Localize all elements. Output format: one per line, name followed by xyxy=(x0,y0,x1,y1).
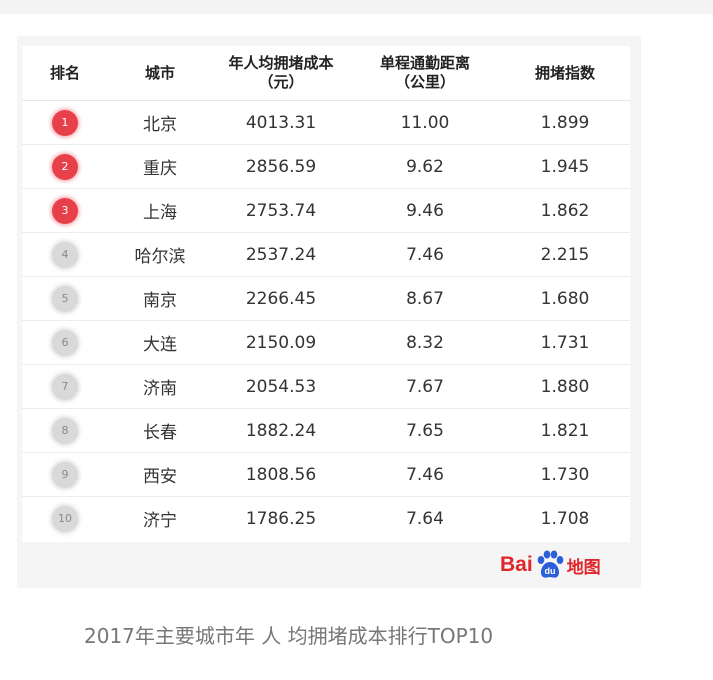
index-cell: 2.215 xyxy=(500,232,630,277)
distance-cell: 7.67 xyxy=(350,364,500,409)
rank-badge: 1 xyxy=(52,109,78,136)
rank-cell: 6 xyxy=(22,320,108,365)
cost-cell: 2054.53 xyxy=(212,364,350,409)
table-row: 10 济宁 1786.25 7.64 1.708 xyxy=(22,497,630,541)
header-cost-line1: 年人均拥堵成本 xyxy=(228,54,334,72)
index-cell: 1.880 xyxy=(500,364,630,409)
index-cell: 1.730 xyxy=(500,452,630,497)
cost-cell: 2537.24 xyxy=(212,232,350,277)
baidu-paw-icon: du xyxy=(537,550,563,578)
table-row: 2 重庆 2856.59 9.62 1.945 xyxy=(22,144,630,189)
cost-cell: 2266.45 xyxy=(212,276,350,321)
distance-cell: 9.46 xyxy=(350,188,500,233)
rank-cell: 8 xyxy=(22,408,108,453)
top-band xyxy=(0,0,713,14)
distance-cell: 7.46 xyxy=(350,232,500,277)
ranking-table: 排名 城市 年人均拥堵成本 （元） 单程通勤距离 （公里） 拥堵指数 1 xyxy=(22,46,630,540)
city-cell: 济南 xyxy=(108,364,212,409)
rank-badge: 2 xyxy=(52,153,78,180)
rank-badge: 8 xyxy=(52,417,78,444)
header-city: 城市 xyxy=(108,46,212,101)
cost-cell: 4013.31 xyxy=(212,100,350,145)
distance-cell: 8.32 xyxy=(350,320,500,365)
table-row: 7 济南 2054.53 7.67 1.880 xyxy=(22,364,630,409)
rank-cell: 3 xyxy=(22,188,108,233)
header-cost-line2: （元） xyxy=(258,73,304,91)
logo-latin-text: Bai xyxy=(500,553,533,576)
table-row: 8 长春 1882.24 7.65 1.821 xyxy=(22,408,630,453)
rank-cell: 9 xyxy=(22,452,108,497)
cost-cell: 1786.25 xyxy=(245,508,317,529)
cost-cell: 2856.59 xyxy=(212,144,350,189)
ranking-table-container: 排名 城市 年人均拥堵成本 （元） 单程通勤距离 （公里） 拥堵指数 1 xyxy=(22,46,630,542)
table-row: 3 上海 2753.74 9.46 1.862 xyxy=(22,188,630,233)
city-cell: 济宁 xyxy=(143,511,177,531)
city-cell: 西安 xyxy=(108,452,212,497)
city-cell: 大连 xyxy=(108,320,212,365)
logo-paw-text: du xyxy=(544,566,555,576)
rank-badge: 7 xyxy=(52,373,78,400)
header-distance: 单程通勤距离 （公里） xyxy=(350,46,500,101)
rank-badge: 10 xyxy=(52,505,78,532)
city-cell: 哈尔滨 xyxy=(108,232,212,277)
table-row: 6 大连 2150.09 8.32 1.731 xyxy=(22,320,630,365)
header-index: 拥堵指数 xyxy=(500,46,630,101)
rank-badge: 6 xyxy=(52,329,78,356)
city-cell: 上海 xyxy=(108,188,212,233)
header-rank: 排名 xyxy=(22,46,108,101)
figure-caption: 2017年主要城市年 人 均拥堵成本排行TOP10 xyxy=(84,624,494,648)
rank-badge: 4 xyxy=(52,241,78,268)
distance-cell: 11.00 xyxy=(350,100,500,145)
index-cell: 1.945 xyxy=(500,144,630,189)
distance-cell: 7.64 xyxy=(406,508,444,529)
distance-cell: 8.67 xyxy=(350,276,500,321)
table-row: 9 西安 1808.56 7.46 1.730 xyxy=(22,452,630,497)
city-cell: 南京 xyxy=(108,276,212,321)
table-row: 4 哈尔滨 2537.24 7.46 2.215 xyxy=(22,232,630,277)
distance-cell: 9.62 xyxy=(350,144,500,189)
table-row: 5 南京 2266.45 8.67 1.680 xyxy=(22,276,630,321)
cost-cell: 2150.09 xyxy=(212,320,350,365)
index-cell: 1.731 xyxy=(500,320,630,365)
index-cell: 1.862 xyxy=(500,188,630,233)
rank-badge: 9 xyxy=(52,461,78,488)
index-cell: 1.680 xyxy=(500,276,630,321)
city-cell: 重庆 xyxy=(108,144,212,189)
rank-cell: 2 xyxy=(22,144,108,189)
baidu-map-logo: Bai du 地图 xyxy=(500,550,601,580)
rank-cell: 4 xyxy=(22,232,108,277)
city-cell: 北京 xyxy=(108,100,212,145)
cost-cell: 1808.56 xyxy=(212,452,350,497)
cost-cell: 2753.74 xyxy=(212,188,350,233)
distance-cell: 7.46 xyxy=(350,452,500,497)
logo-chinese-text: 地图 xyxy=(566,557,601,578)
header-distance-line2: （公里） xyxy=(394,73,455,91)
rank-cell: 5 xyxy=(22,276,108,321)
city-cell: 长春 xyxy=(108,408,212,453)
table-row: 1 北京 4013.31 11.00 1.899 xyxy=(22,100,630,145)
index-cell: 1.821 xyxy=(500,408,630,453)
index-cell: 1.899 xyxy=(500,100,630,145)
table-header-row: 排名 城市 年人均拥堵成本 （元） 单程通勤距离 （公里） 拥堵指数 xyxy=(22,46,630,101)
distance-cell: 7.65 xyxy=(350,408,500,453)
header-distance-line1: 单程通勤距离 xyxy=(379,54,470,72)
rank-cell: 1 xyxy=(22,100,108,145)
rank-badge: 5 xyxy=(52,285,78,312)
header-cost: 年人均拥堵成本 （元） xyxy=(212,46,350,101)
index-cell: 1.708 xyxy=(540,508,590,529)
rank-badge: 3 xyxy=(52,197,78,224)
rank-cell: 7 xyxy=(22,364,108,409)
rank-cell: 10 xyxy=(22,497,108,541)
cost-cell: 1882.24 xyxy=(212,408,350,453)
